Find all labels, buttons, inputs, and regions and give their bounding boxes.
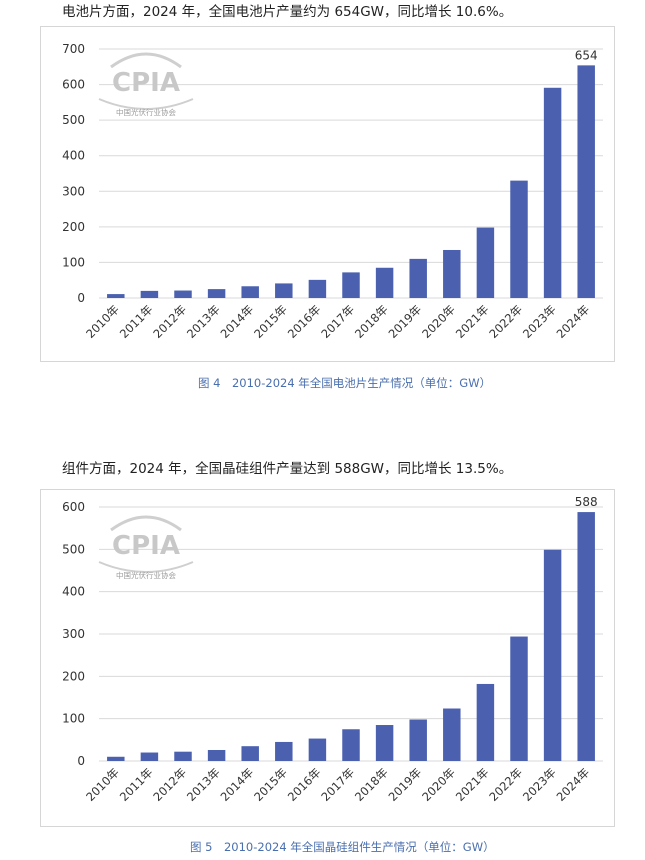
bar	[140, 752, 159, 761]
bar	[375, 267, 394, 298]
x-tick-label: 2014年	[218, 302, 257, 341]
y-tick-label: 0	[77, 291, 85, 305]
x-tick-label: 2010年	[83, 302, 122, 341]
bar	[342, 729, 360, 761]
y-tick-label: 600	[62, 78, 85, 92]
bar	[207, 749, 226, 761]
y-tick-label: 700	[62, 42, 85, 56]
y-tick-label: 300	[62, 627, 85, 641]
x-tick-label: 2019年	[386, 302, 425, 341]
bar	[275, 283, 293, 298]
x-tick-label: 2012年	[150, 765, 189, 804]
y-tick-label: 300	[62, 184, 85, 198]
bar	[308, 279, 327, 298]
bar	[174, 290, 192, 298]
x-tick-label: 2024年	[554, 302, 593, 341]
y-tick-label: 400	[62, 149, 85, 163]
logo-org-name-2: 中国光伏行业协会	[116, 570, 176, 580]
bar	[241, 286, 259, 298]
bar	[510, 636, 528, 761]
paragraph-cells: 电池片方面，2024 年，全国电池片产量约为 654GW，同比增长 10.6%。	[62, 4, 513, 20]
x-tick-label: 2023年	[520, 302, 559, 341]
x-tick-label: 2017年	[318, 302, 357, 341]
data-label: 654	[575, 48, 598, 62]
bar	[409, 258, 427, 298]
logo-text-2: CPIA	[112, 531, 180, 561]
bar	[308, 738, 327, 761]
chart-cells-frame: CPIA 中国光伏行业协会 0 100 200 300 400 500 600 700 2010…	[40, 26, 615, 362]
x-tick-label: 2011年	[117, 765, 156, 804]
x-tick-label: 2022年	[486, 302, 525, 341]
x-tick-label: 2012年	[150, 302, 189, 341]
x-tick-label: 2015年	[251, 765, 290, 804]
chart-modules-frame: CPIA 中国光伏行业协会 0 100 200 300 400 500 600 2010年 20…	[40, 489, 615, 827]
caption-figure-5: 图 5 2010-2024 年全国晶硅组件生产情况（单位：GW）	[190, 840, 495, 854]
x-tick-label: 2013年	[184, 302, 223, 341]
cpia-logo-icon: CPIA 中国光伏行业协会	[98, 52, 194, 117]
x-tick-label: 2020年	[419, 765, 458, 804]
y-tick-label: 500	[62, 542, 85, 556]
x-tick-label: 2021年	[453, 302, 492, 341]
bar	[375, 725, 394, 761]
x-tick-label: 2014年	[218, 765, 257, 804]
logo-org-name: 中国光伏行业协会	[116, 107, 176, 117]
cells-bar-chart: 01002003004005006007002010年2011年2012年201…	[62, 42, 603, 341]
logo-text: CPIA	[112, 68, 180, 98]
bar	[543, 549, 562, 761]
x-tick-label: 2018年	[352, 765, 391, 804]
caption-figure-4: 图 4 2010-2024 年全国电池片生产情况（单位：GW）	[198, 376, 492, 390]
x-tick-label: 2010年	[83, 765, 122, 804]
x-tick-label: 2011年	[117, 302, 156, 341]
bar	[275, 741, 293, 761]
bar	[443, 708, 461, 761]
paragraph-modules: 组件方面，2024 年，全国晶硅组件产量达到 588GW，同比增长 13.5%。	[62, 461, 513, 477]
y-tick-label: 500	[62, 113, 85, 127]
cpia-watermark-2: CPIA 中国光伏行业协会	[91, 508, 201, 588]
bar	[443, 249, 461, 298]
bar	[577, 512, 595, 761]
cpia-watermark: CPIA 中国光伏行业协会	[91, 45, 201, 125]
y-tick-label: 400	[62, 585, 85, 599]
x-tick-label: 2023年	[520, 765, 559, 804]
modules-bar-chart: 01002003004005006002010年2011年2012年2013年2…	[62, 495, 603, 804]
bar	[342, 272, 360, 298]
bar	[107, 294, 125, 298]
x-tick-label: 2024年	[554, 765, 593, 804]
x-tick-label: 2017年	[318, 765, 357, 804]
bar	[409, 719, 427, 761]
y-tick-label: 100	[62, 255, 85, 269]
y-tick-label: 600	[62, 500, 85, 514]
x-tick-label: 2018年	[352, 302, 391, 341]
bar	[241, 746, 259, 761]
x-tick-label: 2019年	[386, 765, 425, 804]
x-tick-label: 2016年	[285, 765, 324, 804]
x-tick-label: 2016年	[285, 302, 324, 341]
x-tick-label: 2021年	[453, 765, 492, 804]
data-label: 588	[575, 495, 598, 509]
x-tick-label: 2013年	[184, 765, 223, 804]
y-tick-label: 0	[77, 754, 85, 768]
bar	[140, 290, 159, 298]
cpia-logo-icon-2: CPIA 中国光伏行业协会	[98, 515, 194, 580]
x-tick-label: 2015年	[251, 302, 290, 341]
bar	[577, 65, 595, 298]
bar	[476, 227, 495, 298]
y-tick-label: 200	[62, 669, 85, 683]
bar	[174, 751, 192, 761]
bar	[476, 683, 495, 761]
bar	[207, 289, 226, 298]
bar	[543, 87, 562, 298]
x-tick-label: 2022年	[486, 765, 525, 804]
bar	[510, 180, 528, 298]
bar	[107, 756, 125, 761]
y-tick-label: 100	[62, 712, 85, 726]
x-tick-label: 2020年	[419, 302, 458, 341]
y-tick-label: 200	[62, 220, 85, 234]
